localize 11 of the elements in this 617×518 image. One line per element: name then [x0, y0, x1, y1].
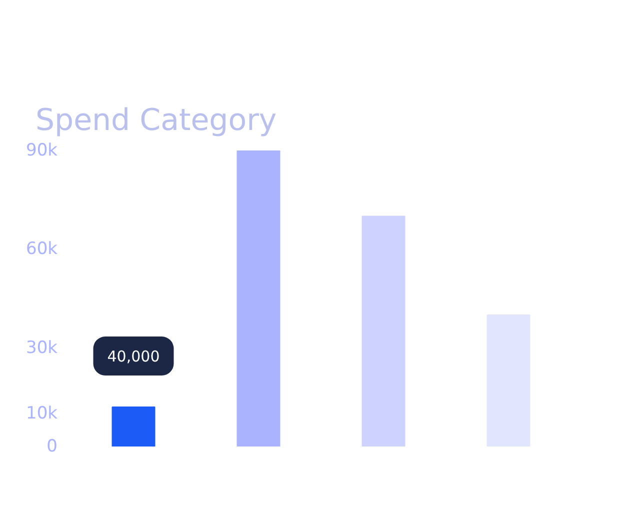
y-tick-label: 30k	[26, 338, 58, 358]
bar	[486, 314, 530, 446]
y-tick-label: 10k	[26, 404, 58, 424]
y-tick-label: 60k	[26, 239, 58, 260]
y-tick-label: 90k	[26, 140, 58, 160]
annotation: 40,000	[107, 348, 160, 366]
chart-title: Spend Category	[36, 103, 277, 138]
bar	[362, 216, 406, 446]
bar	[112, 406, 156, 446]
y-tick-label: 0	[46, 436, 58, 456]
bar	[236, 150, 280, 446]
